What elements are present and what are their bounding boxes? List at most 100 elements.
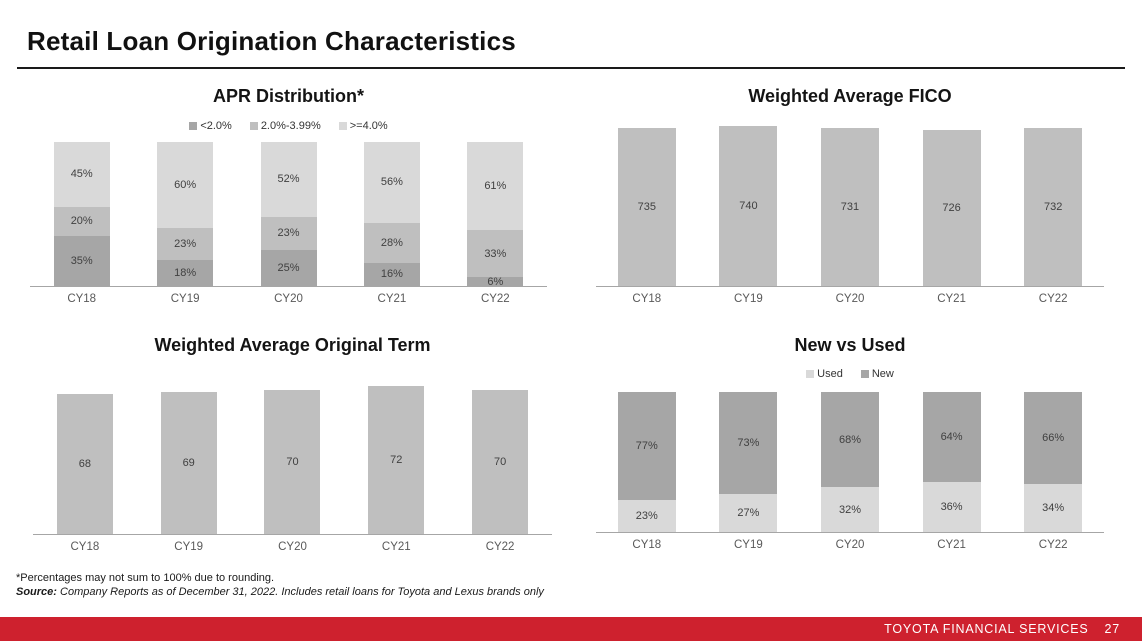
bar-value-label: 68 xyxy=(78,458,92,471)
bar-value-label: 732 xyxy=(1043,201,1063,214)
bar-slot: 735 xyxy=(596,120,698,286)
legend-item: 2.0%-3.99% xyxy=(249,120,321,132)
title-divider xyxy=(17,67,1125,69)
chart-title: Weighted Average FICO xyxy=(748,86,952,106)
bar-slot: 68 xyxy=(33,380,137,534)
bar-segment: 56% xyxy=(363,142,420,223)
bar-value-label: 726 xyxy=(942,201,961,214)
bar-value-label: 35% xyxy=(70,254,93,267)
bar-value-label: 6% xyxy=(487,275,504,288)
bar-segment: 52% xyxy=(260,142,317,217)
bar-value-label: 70 xyxy=(493,456,507,469)
x-axis-labels: CY18 CY19 CY20 CY21 CY22 xyxy=(596,293,1104,305)
legend-label: Used xyxy=(817,368,843,380)
bar: 70 xyxy=(472,390,529,534)
x-axis-tick-label: CY22 xyxy=(485,541,515,553)
bar-slot: 32% 68% xyxy=(799,392,901,532)
bar-slot: 731 xyxy=(799,120,901,286)
chart-legend: <2.0% 2.0%-3.99% >=4.0% xyxy=(30,120,547,132)
legend-label: New xyxy=(871,368,894,380)
stacked-bar: 27% 73% xyxy=(719,392,778,532)
bar-segment: 20% xyxy=(53,206,110,236)
bar-slot: 726 xyxy=(901,120,1003,286)
x-axis-tick-label: CY19 xyxy=(170,293,200,305)
chart-legend: Used New xyxy=(596,368,1104,380)
stacked-bar: 25% 23% 52% xyxy=(260,142,317,286)
bar-slot: 23% 77% xyxy=(596,392,698,532)
x-axis-tick-label: CY20 xyxy=(835,539,865,551)
bar-value-label: 20% xyxy=(70,215,93,228)
bar-value-label: 25% xyxy=(277,262,300,274)
bar-value-label: 45% xyxy=(70,168,93,181)
stacked-bar: 32% 68% xyxy=(820,392,879,532)
x-axis-tick-label: CY22 xyxy=(480,293,510,305)
bar: 731 xyxy=(820,128,879,286)
x-axis-tick-label: CY18 xyxy=(67,293,97,305)
bar-value-label: 16% xyxy=(380,268,403,281)
x-axis-tick-label: CY18 xyxy=(632,539,662,551)
bar-value-label: 32% xyxy=(838,503,861,516)
source-text: Company Reports as of December 31, 2022.… xyxy=(56,586,544,598)
bar-value-label: 77% xyxy=(635,439,658,452)
bar-segment: 32% xyxy=(820,487,879,532)
bar-slot: 70 xyxy=(241,380,345,534)
bar-segment: 73% xyxy=(719,392,778,495)
bar-segment: 27% xyxy=(719,494,778,532)
x-axis-tick-label: CY20 xyxy=(835,293,865,305)
footnotes: *Percentages may not sum to 100% due to … xyxy=(16,571,544,599)
stacked-bar: 35% 20% 45% xyxy=(53,142,110,286)
chart-plot-area: 23% 77% 27% 73% 32% 68% 36% 64% 34% 66% xyxy=(596,392,1104,533)
bar-slot: 740 xyxy=(698,120,800,286)
source-label: Source: xyxy=(16,586,57,598)
legend-swatch-icon xyxy=(338,122,347,130)
bar-segment: 36% xyxy=(922,481,981,532)
chart-title: APR Distribution* xyxy=(213,86,364,106)
stacked-bar: 36% 64% xyxy=(922,392,981,532)
x-axis-tick-label: CY20 xyxy=(278,541,307,553)
legend-label: >=4.0% xyxy=(349,120,388,132)
legend-swatch-icon xyxy=(806,370,815,378)
x-axis-tick-label: CY18 xyxy=(70,541,100,553)
bar-segment: 6% xyxy=(467,275,524,288)
stacked-bar: 6% 33% 61% xyxy=(467,142,524,288)
chart-plot-area: 35% 20% 45% 18% 23% 60% 25% 23% 52% 16% 28% 56% 6% 33… xyxy=(30,142,547,288)
bar: 68 xyxy=(56,394,113,534)
chart-plot-area: 735 740 731 726 732 xyxy=(596,120,1104,287)
stacked-bar: 23% 77% xyxy=(617,392,676,532)
bar-slot: 16% 28% 56% xyxy=(340,142,443,286)
x-axis-tick-label: CY21 xyxy=(937,539,966,551)
x-axis-tick-label: CY19 xyxy=(734,539,763,551)
bar-value-label: 72 xyxy=(390,454,403,467)
x-axis-tick-label: CY22 xyxy=(1038,293,1068,305)
bar-slot: 6% 33% 61% xyxy=(444,142,547,288)
bar-value-label: 28% xyxy=(380,236,403,249)
bar-segment: 68% xyxy=(820,392,879,488)
legend-label: <2.0% xyxy=(200,120,232,132)
bar-value-label: 52% xyxy=(277,173,300,186)
bar-value-label: 731 xyxy=(840,201,860,214)
bar-slot: 72 xyxy=(344,380,448,534)
chart-new-vs-used: New vs Used Used New 23% 77% 27% 73% 32% 68% 36% 6… xyxy=(596,335,1104,562)
x-axis-tick-label: CY19 xyxy=(174,541,204,553)
bar: 732 xyxy=(1024,128,1083,286)
bar-slot: 69 xyxy=(137,380,241,534)
bar-segment: 64% xyxy=(922,392,981,482)
bar-segment: 45% xyxy=(53,142,110,207)
bar: 735 xyxy=(617,127,676,286)
bar-value-label: 740 xyxy=(739,200,758,213)
bar-segment: 35% xyxy=(53,235,110,286)
chart-weighted-average-term: Weighted Average Original Term 68 69 70 72 70… xyxy=(33,335,552,564)
chart-apr-distribution: APR Distribution* <2.0% 2.0%-3.99% >=4.0% 35… xyxy=(30,86,547,316)
bar: 70 xyxy=(264,390,321,534)
bar-value-label: 69 xyxy=(182,457,195,470)
bar-value-label: 61% xyxy=(484,179,507,192)
bar-segment: 23% xyxy=(617,499,676,532)
legend-swatch-icon xyxy=(249,122,258,130)
bar-value-label: 64% xyxy=(940,430,963,443)
legend-swatch-icon xyxy=(189,122,198,130)
bar-slot: 732 xyxy=(1002,120,1104,286)
bar-value-label: 36% xyxy=(940,500,963,513)
x-axis-tick-label: CY19 xyxy=(734,293,763,305)
bar: 69 xyxy=(160,392,217,534)
bar-segment: 66% xyxy=(1024,392,1083,485)
